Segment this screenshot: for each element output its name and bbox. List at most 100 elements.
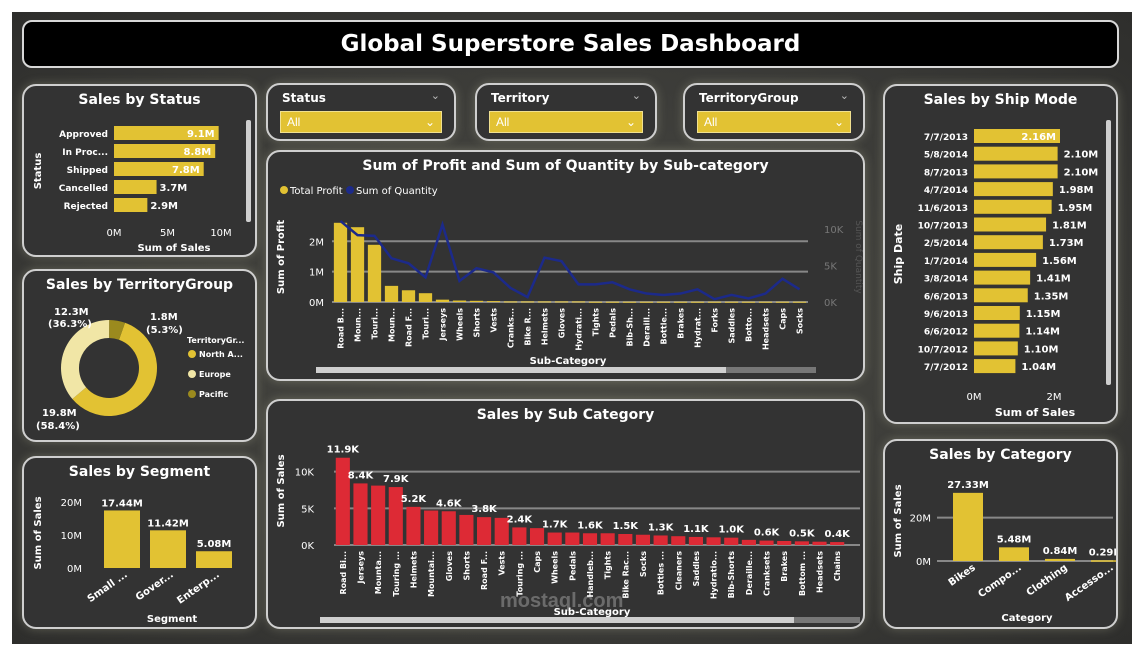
bar [953, 492, 983, 561]
x-tick-label: Headsets [816, 551, 825, 593]
bar [486, 301, 501, 303]
bar [335, 457, 350, 545]
chart-ship-mode: 7/7/2013 2.16M 5/8/2014 2.10M 8/7/2013 2.10M 4… [892, 120, 1111, 419]
chart-title: Sales by TerritoryGroup [45, 277, 234, 293]
bar [582, 533, 598, 545]
bar [688, 536, 703, 545]
slicer-territorygroup[interactable]: TerritoryGroup ⌄ All ⌄ [683, 83, 865, 141]
y-axis-label: Sum of Sales [893, 484, 904, 557]
bar [114, 144, 216, 158]
donut-slice [72, 322, 157, 416]
chart-segment: 0M 10M 20M 17.44M Small ... 11.42M Gover... 5.0… [33, 496, 232, 625]
slicer-territory[interactable]: Territory ⌄ All ⌄ [475, 83, 657, 141]
bar [520, 301, 535, 303]
slice-label: 1.8M [150, 312, 178, 323]
slicer-status[interactable]: Status ⌄ All ⌄ [266, 83, 456, 141]
dropdown-arrow-icon[interactable]: ⌄ [833, 115, 844, 129]
bar [452, 300, 467, 302]
dropdown-arrow-icon[interactable]: ⌄ [424, 115, 435, 129]
legend-marker [188, 390, 196, 398]
chart-title: Sales by Ship Mode [923, 92, 1078, 108]
data-label: 5.08M [197, 539, 232, 550]
x-tick-label: Mountai... [427, 551, 436, 597]
x-tick-label: Socks [639, 551, 648, 577]
slice-pct: (5.3%) [146, 325, 183, 336]
chart-title: Sales by Segment [68, 464, 211, 480]
chevron-down-icon[interactable]: ⌄ [631, 90, 641, 102]
dropdown-arrow-icon[interactable]: ⌄ [625, 115, 636, 129]
x-tick-label: Tights [592, 308, 601, 336]
bar [547, 532, 562, 545]
bar [512, 527, 527, 545]
bar [656, 301, 671, 303]
y-tick-label: 0M [916, 557, 931, 568]
y-tick-label: 10/7/2012 [918, 345, 968, 355]
x-tick-label: Compo... [976, 562, 1023, 600]
slicer-territory-dropdown[interactable]: All ⌄ [489, 111, 643, 133]
bar [671, 536, 686, 545]
data-label: 1.5K [613, 521, 640, 532]
bar [639, 301, 654, 303]
x-tick-label: Bib-Sh... [626, 308, 635, 346]
chart-title: Sales by Status [78, 92, 201, 108]
bar [653, 535, 668, 545]
data-label: 2.16M [1021, 132, 1056, 143]
bar [196, 551, 232, 568]
bar [600, 533, 615, 545]
chevron-down-icon[interactable]: ⌄ [430, 90, 440, 102]
scrollbar [320, 617, 794, 623]
legend-item: Total Profit [289, 186, 343, 197]
data-label: 1.95M [1058, 203, 1093, 214]
x-tick-label: Accesso... [1063, 562, 1116, 603]
y-tick-label: 7/7/2013 [924, 133, 968, 143]
slicer-status-dropdown[interactable]: All ⌄ [280, 111, 442, 133]
bar [974, 164, 1058, 179]
y-tick-label: 0K [301, 541, 314, 552]
bar [1091, 560, 1116, 562]
bar [441, 511, 456, 545]
bar [724, 301, 739, 303]
x-tick-label: Bikes [947, 562, 978, 588]
bar [588, 301, 603, 303]
bar [974, 217, 1047, 232]
y-tick-label: 5/8/2014 [924, 151, 968, 161]
y-tick-label: Rejected [64, 202, 108, 212]
legend-marker [280, 186, 288, 194]
x-tick-label: Road Bi... [339, 551, 348, 595]
legend-item: Sum of Quantity [356, 186, 438, 197]
data-label: 1.04M [1021, 362, 1056, 373]
data-label: 17.44M [101, 498, 143, 509]
data-label: 27.33M [947, 480, 989, 491]
scrollbar [246, 120, 251, 222]
x-tick-label: Brakes [780, 551, 789, 582]
bar [690, 301, 705, 303]
x-tick-label: Enterp... [175, 569, 221, 606]
donut-slice [61, 320, 110, 400]
bar [114, 198, 148, 212]
x-tick-label: Bike Rac... [621, 551, 630, 599]
legend-title: TerritoryGr... [187, 336, 244, 345]
data-label: 1.6K [577, 520, 604, 531]
y-tick-label: 1/7/2014 [924, 257, 968, 267]
scrollbar-track [794, 617, 860, 623]
x-tick-label: Botto... [745, 308, 754, 342]
panel-sales-by-status: Sales by Status Approved 9.1M In Proc... 8.… [22, 84, 257, 257]
chevron-down-icon[interactable]: ⌄ [839, 90, 849, 102]
chart-category: 0M 20M 27.33M Bikes 5.48M Compo... 0.84M Clothi… [893, 480, 1116, 624]
x-tick-label: Brakes [677, 308, 686, 339]
slicer-territorygroup-dropdown[interactable]: All ⌄ [697, 111, 851, 133]
bar [775, 301, 790, 303]
x-tick-label: Shorts [462, 551, 471, 581]
bar [333, 222, 348, 302]
x-tick-label: Small ... [86, 569, 130, 604]
data-label: 1.35M [1034, 291, 1069, 302]
data-label: 2.10M [1064, 167, 1099, 178]
x-tick-label: Pedals [568, 551, 577, 581]
data-label: 11.9K [327, 445, 361, 456]
bar [792, 301, 807, 303]
y-axis-label: Sum of Sales [276, 454, 287, 527]
y-tick-label: 1M [309, 268, 324, 279]
data-label: 1.56M [1042, 256, 1077, 267]
slicer-territorygroup-label: TerritoryGroup [699, 91, 799, 105]
slice-label: 12.3M [54, 307, 89, 318]
